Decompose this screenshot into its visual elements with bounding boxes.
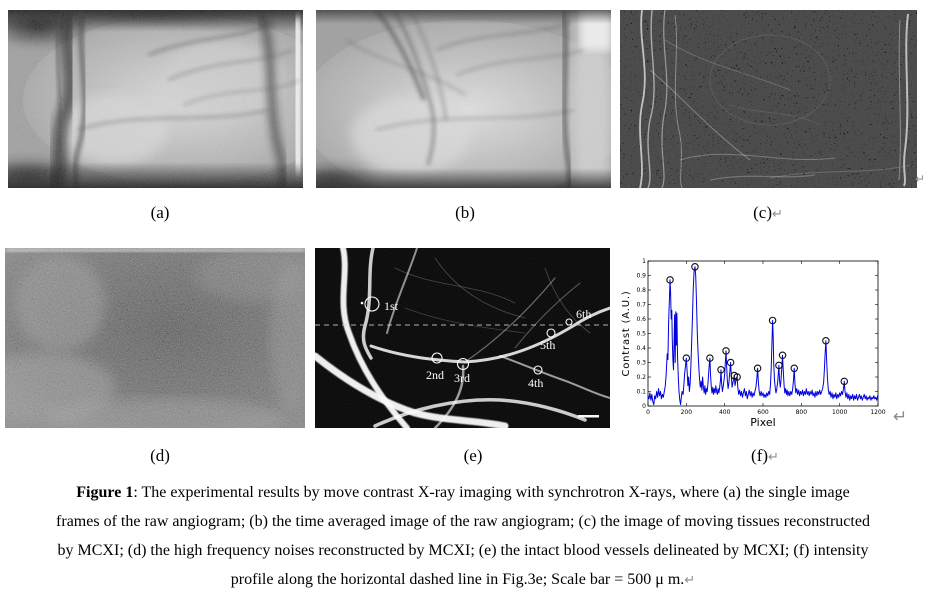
- caption-figure-number: Figure 1: [76, 484, 134, 501]
- y-tick-label: 0.6: [636, 316, 646, 323]
- y-tick-label: 0.7: [636, 302, 646, 309]
- peak-marker: [682, 354, 691, 362]
- panel-label-b: (b): [455, 203, 475, 223]
- y-tick-label: 0.9: [636, 273, 646, 280]
- plot-box: [647, 260, 879, 407]
- caption-line-1: Figure 1: The experimental results by mo…: [0, 478, 926, 507]
- peak-marker: [790, 364, 798, 373]
- paragraph-mark-after-c: ↵: [771, 207, 783, 222]
- caption-line-1-text: : The experimental results by move contr…: [133, 484, 850, 501]
- y-tick-label: 0.5: [636, 331, 646, 338]
- panel-label-a-text: (a): [150, 203, 170, 222]
- panel-d-speckle-overlay: [5, 248, 305, 428]
- paragraph-mark-after-f: ↵: [768, 450, 779, 465]
- panel-b-xray-image: [316, 10, 611, 188]
- return-mark-below-chart: ↵: [893, 407, 908, 427]
- panel-a-grain-overlay: [8, 10, 303, 188]
- y-tick-label: 0.3: [636, 360, 646, 367]
- x-tick-label: 200: [681, 409, 693, 416]
- x-tick-label: 600: [757, 409, 769, 416]
- panel-label-b-text: (b): [455, 203, 475, 222]
- x-axis-label: Pixel: [750, 416, 775, 429]
- panel-label-f-text: (f): [751, 446, 769, 465]
- peak-marker: [840, 377, 849, 386]
- peak-marker: [706, 354, 714, 362]
- caption-line-3-text: by MCXI; (d) the high frequency noises r…: [57, 542, 869, 559]
- caption-line-3: by MCXI; (d) the high frequency noises r…: [0, 536, 926, 565]
- peak-marker: [691, 263, 699, 271]
- y-tick-label: 1: [642, 258, 646, 265]
- caption-line-2-text: frames of the raw angiogram; (b) the tim…: [56, 513, 870, 530]
- panel-e-grain-overlay: [315, 248, 610, 428]
- peak-marker: [778, 351, 787, 360]
- peak-marker: [733, 373, 741, 381]
- panel-label-d: (d): [150, 446, 170, 466]
- panel-label-e: (e): [464, 446, 483, 466]
- caption-line-4-text: profile along the horizontal dashed line…: [230, 571, 685, 588]
- caption-line-4: profile along the horizontal dashed line…: [0, 565, 926, 595]
- line-wrap-mark: ↵: [915, 172, 926, 186]
- y-tick-label: 0.1: [636, 389, 646, 396]
- panel-label-a: (a): [151, 203, 170, 223]
- panel-b-graphic: [316, 10, 611, 188]
- x-tick-label: 400: [719, 409, 731, 416]
- x-tick-label: 800: [796, 409, 808, 416]
- profile-line: [647, 266, 879, 406]
- caption-line-2: frames of the raw angiogram; (b) the tim…: [0, 507, 926, 536]
- peak-marker: [768, 316, 777, 325]
- y-tick-label: 0.8: [636, 287, 646, 294]
- panel-a-graphic: [8, 10, 303, 188]
- panel-label-c: (c)↵: [753, 203, 783, 223]
- intensity-profile-plot: 0 200 400 600 800 1000 1200 0 0.1 0.2 0.3 0.4 0.5 0.6…: [621, 258, 886, 429]
- peak-marker: [775, 361, 783, 370]
- panel-c-xray-image: [620, 10, 917, 188]
- panel-d-graphic: [5, 248, 305, 428]
- panel-c-grain-overlay: [620, 10, 917, 188]
- peak-marker: [722, 347, 730, 355]
- panel-e-vessel-image: 1st 2nd 3rd 4th 5th 6th: [315, 248, 610, 428]
- panel-label-e-text: (e): [463, 446, 483, 465]
- figure-caption: Figure 1: The experimental results by mo…: [0, 478, 926, 595]
- panel-d-noise-image: [5, 248, 305, 428]
- panel-c-graphic: [620, 10, 917, 188]
- peak-marker: [666, 276, 674, 284]
- peak-marker: [726, 358, 735, 367]
- x-tick-label: 1000: [832, 409, 847, 416]
- paragraph-mark-caption-end: ↵: [684, 573, 696, 588]
- peak-marker: [753, 364, 762, 373]
- panel-label-c-text: (c): [753, 203, 772, 222]
- peak-marker: [822, 337, 830, 345]
- panel-f-intensity-chart: 0 200 400 600 800 1000 1200 0 0.1 0.2 0.3 0.4 0.5 0.6…: [620, 248, 926, 430]
- panel-label-f: (f)↵: [751, 446, 779, 466]
- y-tick-label: 0.2: [636, 374, 646, 381]
- peak-marker: [717, 366, 725, 374]
- y-tick-label: 0.4: [636, 345, 646, 352]
- x-tick-label: 1200: [870, 409, 885, 416]
- y-tick-label: 0: [642, 403, 646, 410]
- y-axis-label: Contrast (A.U.): [621, 290, 632, 376]
- x-tick-label: 0: [646, 409, 650, 416]
- panel-b-grain-overlay: [316, 10, 611, 188]
- panel-label-d-text: (d): [150, 446, 170, 465]
- panel-a-xray-image: [8, 10, 303, 188]
